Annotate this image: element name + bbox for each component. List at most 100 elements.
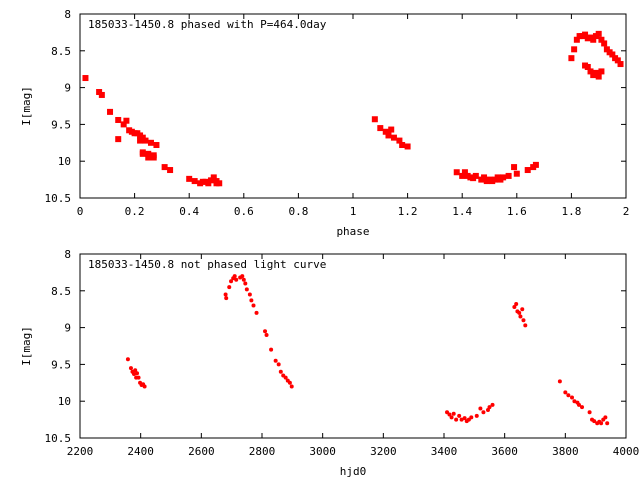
data-point <box>453 169 460 176</box>
data-point <box>153 142 160 149</box>
x-tick-label: 1 <box>350 205 357 218</box>
data-point <box>388 126 395 133</box>
data-point <box>576 402 581 407</box>
data-point <box>167 167 174 174</box>
data-point <box>227 285 232 290</box>
data-point <box>571 46 578 53</box>
data-point <box>224 296 229 301</box>
axis-ticks: 0 0.2 0.4 0.6 0.8 1 1.2 1.4 1.6 1.8 2 8 8.5 9 9.5 10 10.… <box>45 8 630 218</box>
x-tick-label: 4000 <box>613 445 640 458</box>
data-point <box>481 174 488 181</box>
data-point <box>557 379 562 384</box>
data-point <box>598 68 605 75</box>
data-point <box>161 164 168 171</box>
x-tick-label: 3800 <box>552 445 579 458</box>
data-point <box>385 132 392 139</box>
data-point <box>107 108 114 115</box>
data-point <box>145 154 152 161</box>
data-point <box>566 393 571 398</box>
data-point <box>511 164 518 171</box>
data-point <box>186 175 193 182</box>
data-point <box>487 405 492 410</box>
data-point <box>128 366 133 371</box>
chart-title: 185033-1450.8 not phased light curve <box>88 258 326 271</box>
y-tick-label: 10.5 <box>45 192 72 205</box>
x-tick-label: 0.8 <box>288 205 308 218</box>
x-tick-label: 2200 <box>67 445 94 458</box>
data-point <box>278 369 283 374</box>
data-point <box>524 167 531 174</box>
data-point <box>587 410 592 415</box>
y-tick-label: 8.5 <box>51 45 71 58</box>
x-tick-label: 3000 <box>309 445 336 458</box>
data-point <box>609 51 616 58</box>
y-axis-label: I[mag] <box>20 326 33 366</box>
data-point <box>82 75 89 82</box>
data-point <box>490 402 495 407</box>
data-point <box>390 134 397 141</box>
data-point <box>229 279 234 284</box>
data-point <box>115 136 122 143</box>
data-point <box>603 415 608 420</box>
data-point <box>142 384 147 389</box>
data-point <box>521 318 526 323</box>
data-point <box>512 304 517 309</box>
x-axis-label: phase <box>336 225 369 238</box>
data-point <box>276 362 281 367</box>
x-tick-label: 0.4 <box>179 205 199 218</box>
data-points <box>82 30 624 187</box>
data-point <box>223 292 228 297</box>
data-point <box>247 292 252 297</box>
data-point <box>601 40 608 47</box>
x-tick-label: 2800 <box>249 445 276 458</box>
data-point <box>505 172 512 179</box>
data-point <box>131 371 136 376</box>
y-tick-label: 8 <box>64 8 71 21</box>
data-point <box>404 143 411 150</box>
data-point <box>563 390 568 395</box>
data-point <box>478 406 483 411</box>
data-point <box>273 358 278 363</box>
data-point <box>595 30 602 37</box>
data-point <box>599 421 604 426</box>
data-point <box>447 412 452 417</box>
data-point <box>517 310 522 315</box>
data-point <box>289 384 294 389</box>
x-tick-label: 0 <box>77 205 84 218</box>
data-point <box>123 117 130 124</box>
data-point <box>240 274 245 279</box>
data-point <box>587 68 594 75</box>
data-point <box>520 307 525 312</box>
y-tick-label: 10 <box>58 395 71 408</box>
data-point <box>523 323 528 328</box>
data-point <box>396 137 403 144</box>
data-point <box>150 154 157 161</box>
data-point <box>568 55 575 62</box>
data-point <box>451 411 456 416</box>
data-point <box>614 57 621 64</box>
data-point <box>377 125 384 132</box>
data-point <box>617 61 624 68</box>
data-point <box>514 302 519 307</box>
data-point <box>98 91 105 98</box>
data-point <box>241 277 246 282</box>
data-point <box>598 36 605 43</box>
data-point <box>605 421 610 426</box>
y-tick-label: 9.5 <box>51 358 71 371</box>
phased-light-curve-chart: 185033-1450.8 phased with P=464.0day pha… <box>20 8 629 238</box>
data-point <box>485 408 490 413</box>
plot-frame <box>79 253 627 439</box>
data-point <box>461 169 468 176</box>
unphased-light-curve-chart: 185033-1450.8 not phased light curve hjd… <box>20 248 639 478</box>
data-point <box>269 347 274 352</box>
data-point <box>283 375 288 380</box>
data-point <box>459 417 464 422</box>
data-point <box>584 63 591 70</box>
data-point <box>382 128 389 135</box>
x-tick-label: 2 <box>623 205 630 218</box>
data-point <box>595 73 602 80</box>
data-point <box>590 36 597 43</box>
data-point <box>133 368 138 373</box>
x-tick-label: 2600 <box>188 445 215 458</box>
